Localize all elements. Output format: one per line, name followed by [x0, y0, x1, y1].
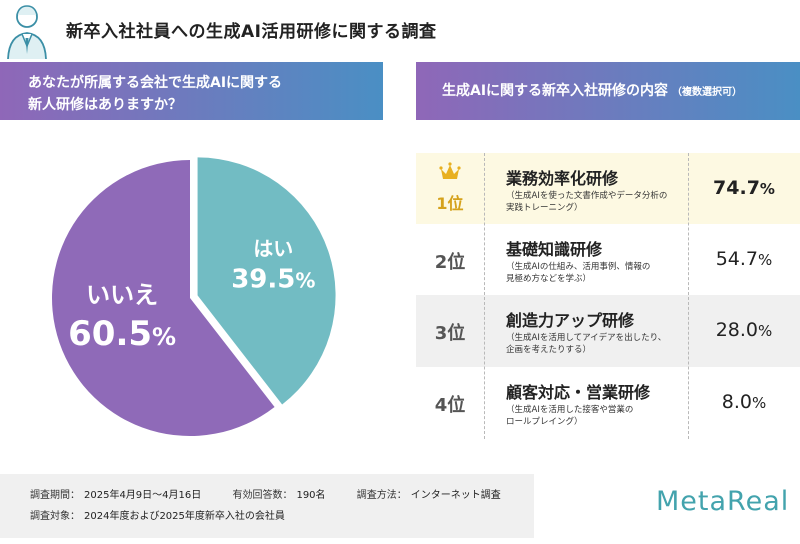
person-avatar-icon: [7, 5, 47, 60]
crown-icon: [439, 162, 461, 179]
ranking-row: 1位 業務効率化研修 （生成AIを使った文書作成やデータ分析の 実践トレーニング） 74…: [416, 153, 800, 224]
rank-number: 3位: [434, 323, 466, 344]
period-label: 調査期間：: [30, 490, 80, 501]
rank-value: 54.7%: [715, 248, 773, 270]
pie-chart: はい 39.5% いいえ 60.5%: [52, 157, 336, 436]
column-divider: [688, 153, 689, 439]
question-left-line1: あなたが所属する会社で生成AIに関する: [28, 75, 283, 91]
ranking-row: 4位 顧客対応・営業研修 （生成AIを活用した接客や営業の ロールプレイング） 8.0%: [416, 367, 800, 439]
rank-number: 1位: [436, 194, 464, 213]
method-value: インターネット調査: [410, 490, 501, 501]
rank-number: 2位: [434, 252, 466, 273]
rank-title: 基礎知識研修: [506, 240, 603, 259]
survey-info-line1: 調査期間： 2025年4月9日〜4月16日 有効回答数： 190名 調査方法： インタ…: [30, 486, 534, 507]
target-label: 調査対象：: [30, 511, 80, 522]
question-right-note: （複数選択可）: [672, 87, 743, 98]
question-left-line2: 新人研修はありますか？: [28, 97, 182, 113]
pie-slice-no: [52, 160, 275, 436]
ranking-table: 1位 業務効率化研修 （生成AIを使った文書作成やデータ分析の 実践トレーニング） 74…: [416, 153, 800, 439]
rank-title: 創造力アップ研修: [506, 311, 635, 330]
responses-value: 190名: [296, 490, 326, 501]
responses-label: 有効回答数：: [232, 490, 293, 501]
pie-value-yes: 39.5%: [231, 264, 315, 294]
rank-description: （生成AIの仕組み、活用事例、情報の 見極め方などを学ぶ）: [506, 262, 651, 284]
pie-slice-yes: [197, 157, 336, 405]
question-banner-left: あなたが所属する会社で生成AIに関する 新人研修はありますか？: [0, 62, 383, 120]
rank-value: 74.7%: [713, 177, 775, 199]
rank-title: 業務効率化研修: [506, 169, 619, 188]
target-value: 2024年度および2025年度新卒入社の会社員: [84, 511, 285, 522]
pie-label-no: いいえ: [86, 281, 158, 309]
question-banner-right: 生成AIに関する新卒入社研修の内容 （複数選択可）: [416, 62, 800, 120]
ranking-row: 3位 創造力アップ研修 （生成AIを活用してアイデアを出したり、 企画を考えたりする）…: [416, 295, 800, 367]
column-divider: [484, 153, 485, 439]
question-right-main: 生成AIに関する新卒入社研修の内容: [442, 83, 669, 99]
rank-description: （生成AIを使った文書作成やデータ分析の 実践トレーニング）: [506, 191, 668, 213]
pie-value-no: 60.5%: [68, 314, 176, 354]
metareal-logo: MetaReal: [656, 486, 790, 517]
rank-description: （生成AIを活用してアイデアを出したり、 企画を考えたりする）: [506, 333, 667, 355]
rank-value: 8.0%: [721, 391, 767, 413]
ranking-row: 2位 基礎知識研修 （生成AIの仕組み、活用事例、情報の 見極め方などを学ぶ） 54.7…: [416, 224, 800, 295]
survey-info-box: 調査期間： 2025年4月9日〜4月16日 有効回答数： 190名 調査方法： インタ…: [0, 474, 534, 538]
method-label: 調査方法：: [356, 490, 407, 501]
rank-number: 4位: [434, 395, 466, 416]
rank-title: 顧客対応・営業研修: [506, 383, 651, 402]
pie-label-yes: はい: [253, 236, 293, 260]
survey-info-line2: 調査対象： 2024年度および2025年度新卒入社の会社員: [30, 507, 534, 528]
period-value: 2025年4月9日〜4月16日: [84, 490, 202, 501]
rank-value: 28.0%: [715, 319, 773, 341]
rank-description: （生成AIを活用した接客や営業の ロールプレイング）: [506, 405, 634, 427]
page-title: 新卒入社社員への生成AI活用研修に関する調査: [66, 22, 437, 42]
